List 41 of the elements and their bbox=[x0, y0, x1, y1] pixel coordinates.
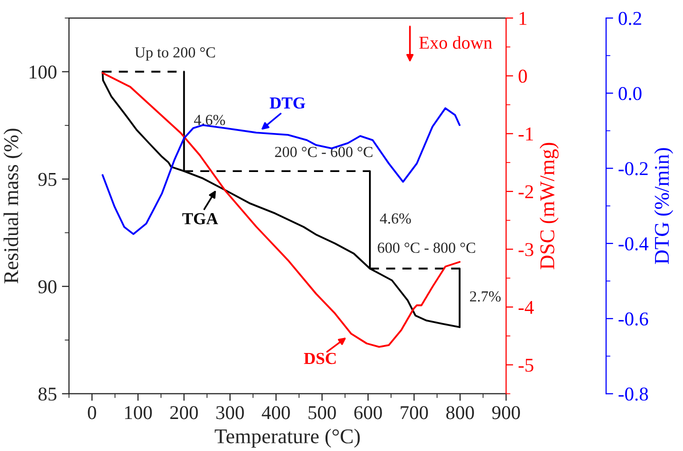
y2-tick-label: -1 bbox=[518, 128, 533, 140]
y3-tick-label: 0.2 bbox=[618, 12, 642, 26]
x-tick-label: 500 bbox=[308, 406, 336, 420]
x-tick-label: 700 bbox=[400, 406, 428, 420]
y-tick-label: 100 bbox=[30, 66, 56, 79]
x-tick-label: 0 bbox=[88, 406, 96, 420]
y3-tick-label: -0.6 bbox=[618, 312, 648, 326]
x-tick-label: 200 bbox=[170, 406, 198, 420]
annotation: 600 °C - 800 °C bbox=[378, 242, 476, 253]
y-axis-title: Residual mass (%) bbox=[4, 128, 22, 284]
y2-tick-label: 0 bbox=[518, 70, 527, 83]
x-tick-label: 400 bbox=[262, 406, 290, 420]
y3-tick-label: -0.2 bbox=[618, 162, 648, 176]
y3-tick-label: -0.4 bbox=[618, 237, 648, 250]
x-tick-label: 300 bbox=[216, 406, 244, 420]
y2-tick-label: -2 bbox=[518, 185, 534, 198]
y-tick-label: 85 bbox=[38, 388, 56, 401]
annotation: TGA bbox=[182, 213, 218, 224]
y2-tick-label: -3 bbox=[518, 243, 534, 256]
x-tick-label: 100 bbox=[125, 406, 152, 420]
y2-tick-label: -5 bbox=[518, 358, 534, 372]
annotation: 200 °C - 600 °C bbox=[275, 146, 372, 158]
y2-tick-label: 1 bbox=[520, 12, 526, 25]
x-tick-label: 600 bbox=[354, 406, 382, 420]
y-tick-label: 90 bbox=[38, 280, 56, 294]
y3-axis-title: DTG (%/min) bbox=[654, 148, 674, 264]
annotation: Up to 200 °C bbox=[134, 47, 215, 61]
y2-tick-label: -4 bbox=[518, 300, 534, 314]
x-tick-label: 800 bbox=[446, 406, 474, 420]
annotation: Exo down bbox=[419, 36, 492, 49]
x-tick-label: 900 bbox=[492, 406, 520, 420]
annotation: 4.6% bbox=[194, 114, 226, 126]
annotation: DSC bbox=[304, 352, 336, 364]
annotation: 2.7% bbox=[470, 291, 501, 302]
y2-axis-title: DSC (mW/mg) bbox=[540, 142, 559, 270]
y3-tick-label: -0.8 bbox=[618, 388, 648, 401]
y3-tick-label: 0.0 bbox=[618, 86, 642, 100]
annotation: DTG bbox=[270, 97, 306, 109]
annotation: 4.6% bbox=[380, 213, 411, 224]
y-tick-label: 95 bbox=[38, 172, 56, 186]
x-axis-title: Temperature (°C) bbox=[214, 428, 360, 448]
